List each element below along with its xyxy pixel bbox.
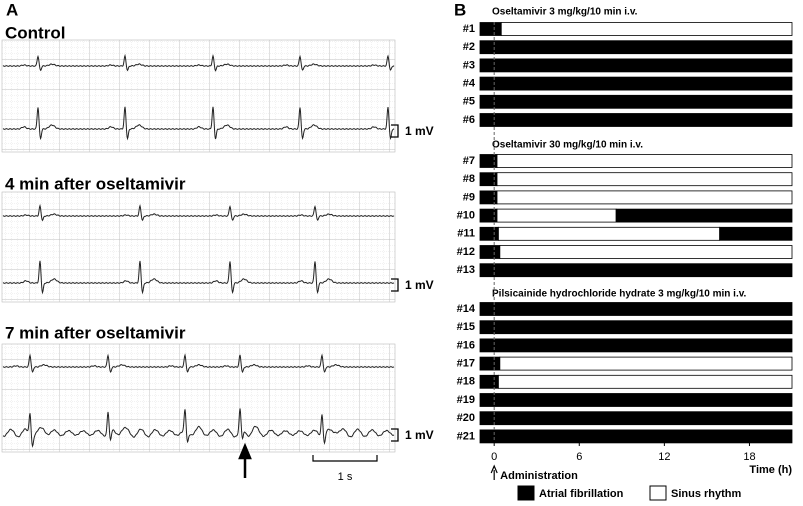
panel-label: A	[6, 0, 18, 19]
panel-b: B Oseltamivir 3 mg/kg/10 min i.v. #1 #2 #3 #4…	[454, 0, 793, 501]
x-tick-label: 18	[743, 451, 755, 463]
row-label: #6	[463, 114, 475, 126]
row-label: #12	[457, 246, 475, 258]
segment	[479, 154, 498, 168]
trace-title: Control	[5, 23, 65, 42]
group-title: Oseltamivir 30 mg/kg/10 min i.v.	[492, 140, 643, 151]
segment	[479, 58, 793, 73]
scale-bracket	[391, 428, 399, 442]
row-label: #17	[457, 358, 475, 370]
row-label: #10	[457, 210, 475, 222]
x-axis-title: Time (h)	[749, 464, 792, 476]
segment	[496, 208, 617, 223]
row-label: #21	[457, 430, 475, 442]
row-label: #13	[457, 264, 475, 276]
segment	[479, 245, 501, 259]
legend-label: Sinus rhythm	[671, 488, 742, 500]
scale-bracket	[391, 124, 399, 138]
row-label: #18	[457, 376, 475, 388]
segment	[496, 172, 793, 187]
segment	[479, 226, 499, 241]
annotation: Administration	[500, 470, 578, 482]
arrow	[238, 442, 252, 478]
row-label: #19	[457, 394, 475, 406]
segment	[479, 22, 502, 36]
time-scale-label: 1 s	[338, 471, 353, 483]
row-label: #2	[463, 41, 475, 53]
ecg-paper	[1, 343, 396, 453]
ecg-paper	[1, 191, 396, 303]
trace-title: 7 min after oseltamivir	[5, 323, 186, 342]
ecg-trace	[2, 106, 395, 141]
panel-a: A Control 1 mV 4 min after oseltamivir 1 mV 7…	[1, 0, 434, 483]
segment	[479, 263, 793, 278]
segment	[479, 393, 793, 407]
trace-title: 4 min after oseltamivir	[5, 174, 186, 193]
segment	[479, 208, 498, 223]
segment	[479, 302, 793, 316]
scale-label: 1 mV	[405, 124, 434, 138]
segment	[479, 429, 793, 444]
segment	[496, 154, 793, 168]
scale-bracket	[391, 278, 399, 292]
segment	[479, 76, 793, 91]
scale-label: 1 mV	[405, 428, 434, 442]
row-label: #9	[463, 191, 475, 203]
segment	[500, 22, 793, 36]
time-scale-bar	[312, 455, 378, 462]
segment	[719, 226, 793, 241]
x-tick-label: 0	[491, 451, 497, 463]
segment	[499, 356, 793, 371]
segment	[479, 356, 501, 371]
row-label: #16	[457, 339, 475, 351]
row-label: #11	[457, 228, 475, 240]
segment	[498, 226, 721, 241]
row-label: #3	[463, 59, 475, 71]
segment	[479, 411, 793, 426]
administration-arrow	[490, 464, 498, 480]
ecg-trace	[2, 408, 395, 448]
row-label: #1	[463, 23, 475, 35]
ecg-trace	[2, 353, 395, 374]
x-tick-label: 12	[658, 451, 670, 463]
row-label: #4	[463, 78, 476, 90]
legend-label: Atrial fibrillation	[539, 488, 624, 500]
segment	[479, 320, 793, 335]
segment	[479, 338, 793, 353]
segment	[479, 40, 793, 55]
panel-label: B	[454, 0, 466, 19]
segment	[498, 374, 793, 389]
group-title: Pilsicainide hydrochloride hydrate 3 mg/…	[492, 289, 747, 300]
row-label: #15	[457, 321, 475, 333]
ecg-trace	[2, 260, 395, 295]
row-label: #20	[457, 412, 475, 424]
scale-label: 1 mV	[405, 278, 434, 292]
row-label: #8	[463, 173, 475, 185]
ecg-paper	[1, 39, 396, 153]
segment	[479, 94, 793, 109]
ecg-trace	[2, 53, 395, 72]
row-label: #5	[463, 96, 475, 108]
row-label: #7	[463, 155, 475, 167]
x-tick-label: 6	[576, 451, 582, 463]
row-label: #14	[457, 303, 476, 315]
segment	[499, 245, 793, 259]
segment	[479, 113, 793, 127]
group-title: Oseltamivir 3 mg/kg/10 min i.v.	[492, 7, 638, 18]
legend-swatch	[649, 485, 667, 501]
segment	[496, 190, 793, 205]
segment	[615, 208, 793, 223]
segment	[479, 374, 499, 389]
ecg-trace	[2, 203, 395, 222]
legend-swatch	[517, 485, 535, 501]
